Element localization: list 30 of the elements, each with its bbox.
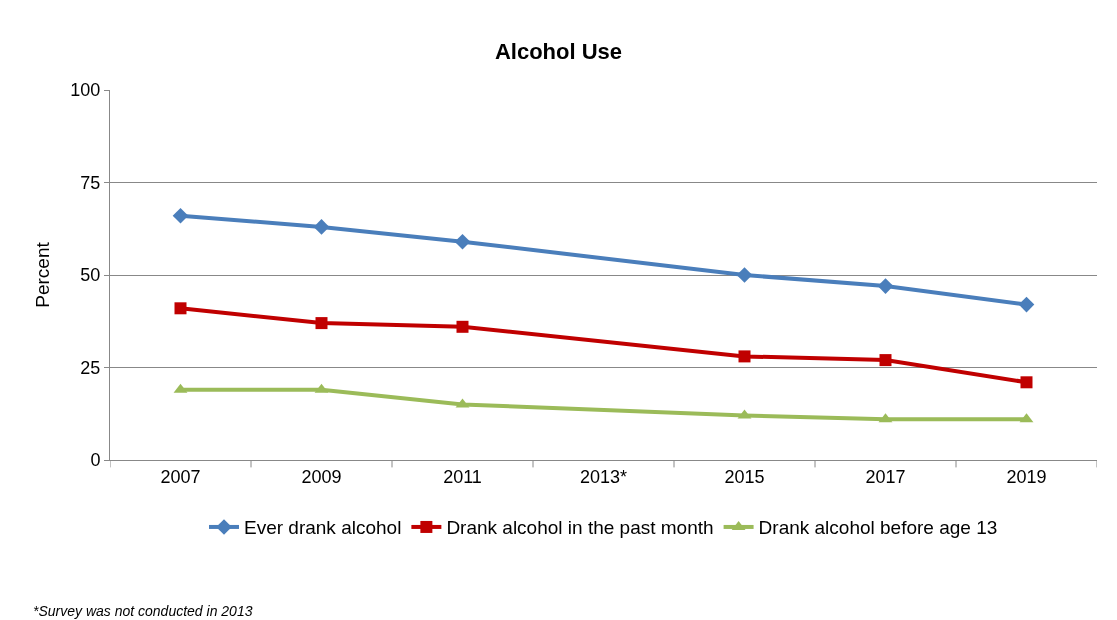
y-tick-label: 100: [70, 80, 101, 101]
chart-title: Alcohol Use: [494, 38, 623, 64]
point: [877, 278, 894, 294]
x-tick-label: 2011: [443, 466, 482, 487]
legend-label: Drank alcohol before age 13: [758, 517, 998, 539]
point: [738, 350, 751, 363]
x-tick-label: 2017: [865, 466, 906, 487]
point: [879, 354, 892, 367]
x-tick-label: 2015: [724, 466, 765, 487]
legend-label: Drank alcohol in the past month: [446, 517, 714, 539]
y-tick-label: 25: [80, 357, 101, 378]
x-tick-label: 2009: [301, 466, 342, 487]
text: *Survey was not conducted in 2013: [33, 603, 253, 619]
point: [456, 320, 469, 333]
point: [174, 302, 187, 315]
point: [454, 233, 471, 250]
point: [736, 267, 753, 283]
y-tick-label: 50: [80, 265, 101, 286]
point: [172, 208, 189, 224]
point: [315, 317, 328, 330]
point: [1020, 376, 1033, 389]
y-tick-label: 75: [80, 172, 101, 193]
legend-label: Ever drank alcohol: [244, 517, 402, 539]
y-tick-label: 0: [90, 450, 101, 471]
point: [1018, 296, 1035, 313]
point: [313, 219, 330, 235]
x-tick-label: 2007: [160, 466, 201, 487]
y-axis-title: Percent: [32, 241, 54, 308]
x-tick-label: 2019: [1006, 466, 1047, 487]
x-tick-label: 2013*: [579, 466, 628, 487]
